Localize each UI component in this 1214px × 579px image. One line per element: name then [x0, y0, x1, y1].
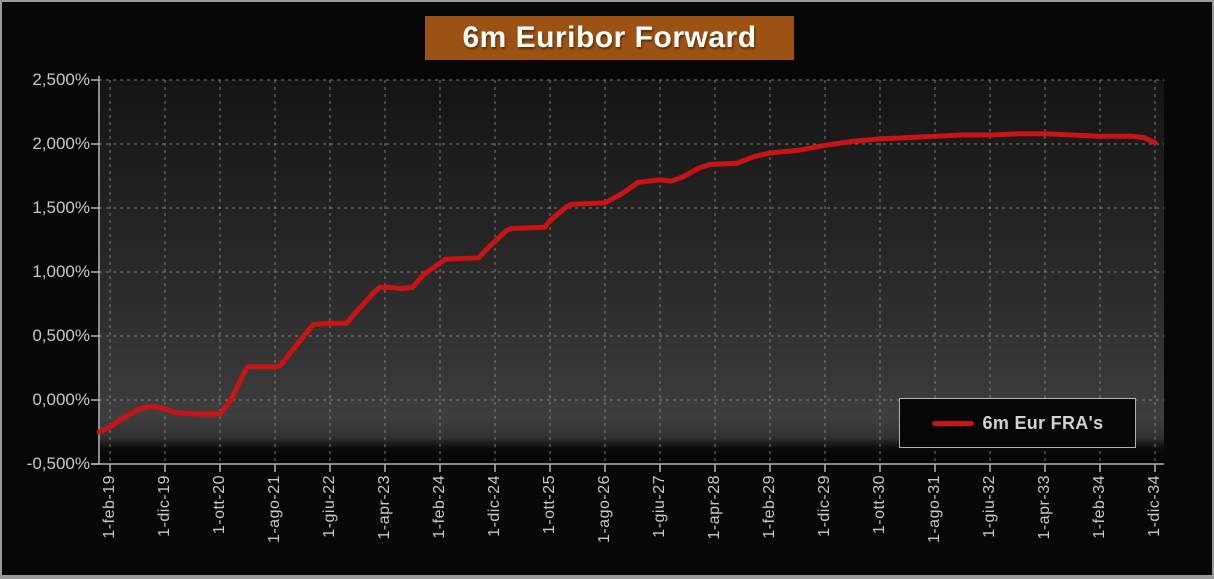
x-axis-label: 1-dic-34 — [1146, 475, 1163, 537]
x-axis-label: 1-apr-23 — [376, 475, 393, 540]
x-axis-label: 1-apr-33 — [1036, 475, 1053, 540]
y-axis-label: 1,500% — [32, 198, 90, 217]
y-axis-label: 1,000% — [32, 262, 90, 281]
y-axis-label: 2,500% — [32, 70, 90, 89]
series-line-swatch — [931, 420, 974, 426]
chart-title: 6m Euribor Forward — [425, 16, 794, 60]
x-axis-label: 1-ott-30 — [871, 475, 888, 535]
x-axis-label: 1-feb-19 — [101, 475, 118, 539]
x-axis-label: 1-giu-32 — [981, 475, 998, 538]
x-axis-label: 1-ago-26 — [596, 475, 613, 544]
x-axis-label: 1-feb-34 — [1091, 475, 1108, 539]
x-axis-label: 1-dic-24 — [486, 475, 503, 537]
x-axis-label: 1-apr-28 — [706, 475, 723, 540]
x-axis-label: 1-ott-25 — [541, 475, 558, 535]
x-axis-label: 1-dic-29 — [816, 475, 833, 537]
y-axis-label: 0,000% — [32, 390, 90, 409]
y-axis-label: 2,000% — [32, 134, 90, 153]
x-axis-label: 1-giu-27 — [651, 475, 668, 538]
x-axis-label: 1-dic-19 — [156, 475, 173, 537]
x-axis-label: 1-giu-22 — [321, 475, 338, 538]
legend: 6m Eur FRA's — [899, 398, 1136, 448]
legend-series-label: 6m Eur FRA's — [982, 412, 1104, 433]
x-axis-label: 1-ago-31 — [926, 475, 943, 544]
x-axis-label: 1-ott-20 — [211, 475, 228, 535]
y-axis-label: 0,500% — [32, 326, 90, 345]
x-axis-label: 1-ago-21 — [266, 475, 283, 544]
x-axis-label: 1-feb-29 — [761, 475, 778, 539]
y-axis-label: -0,500% — [26, 454, 90, 473]
x-axis-label: 1-feb-24 — [431, 475, 448, 539]
